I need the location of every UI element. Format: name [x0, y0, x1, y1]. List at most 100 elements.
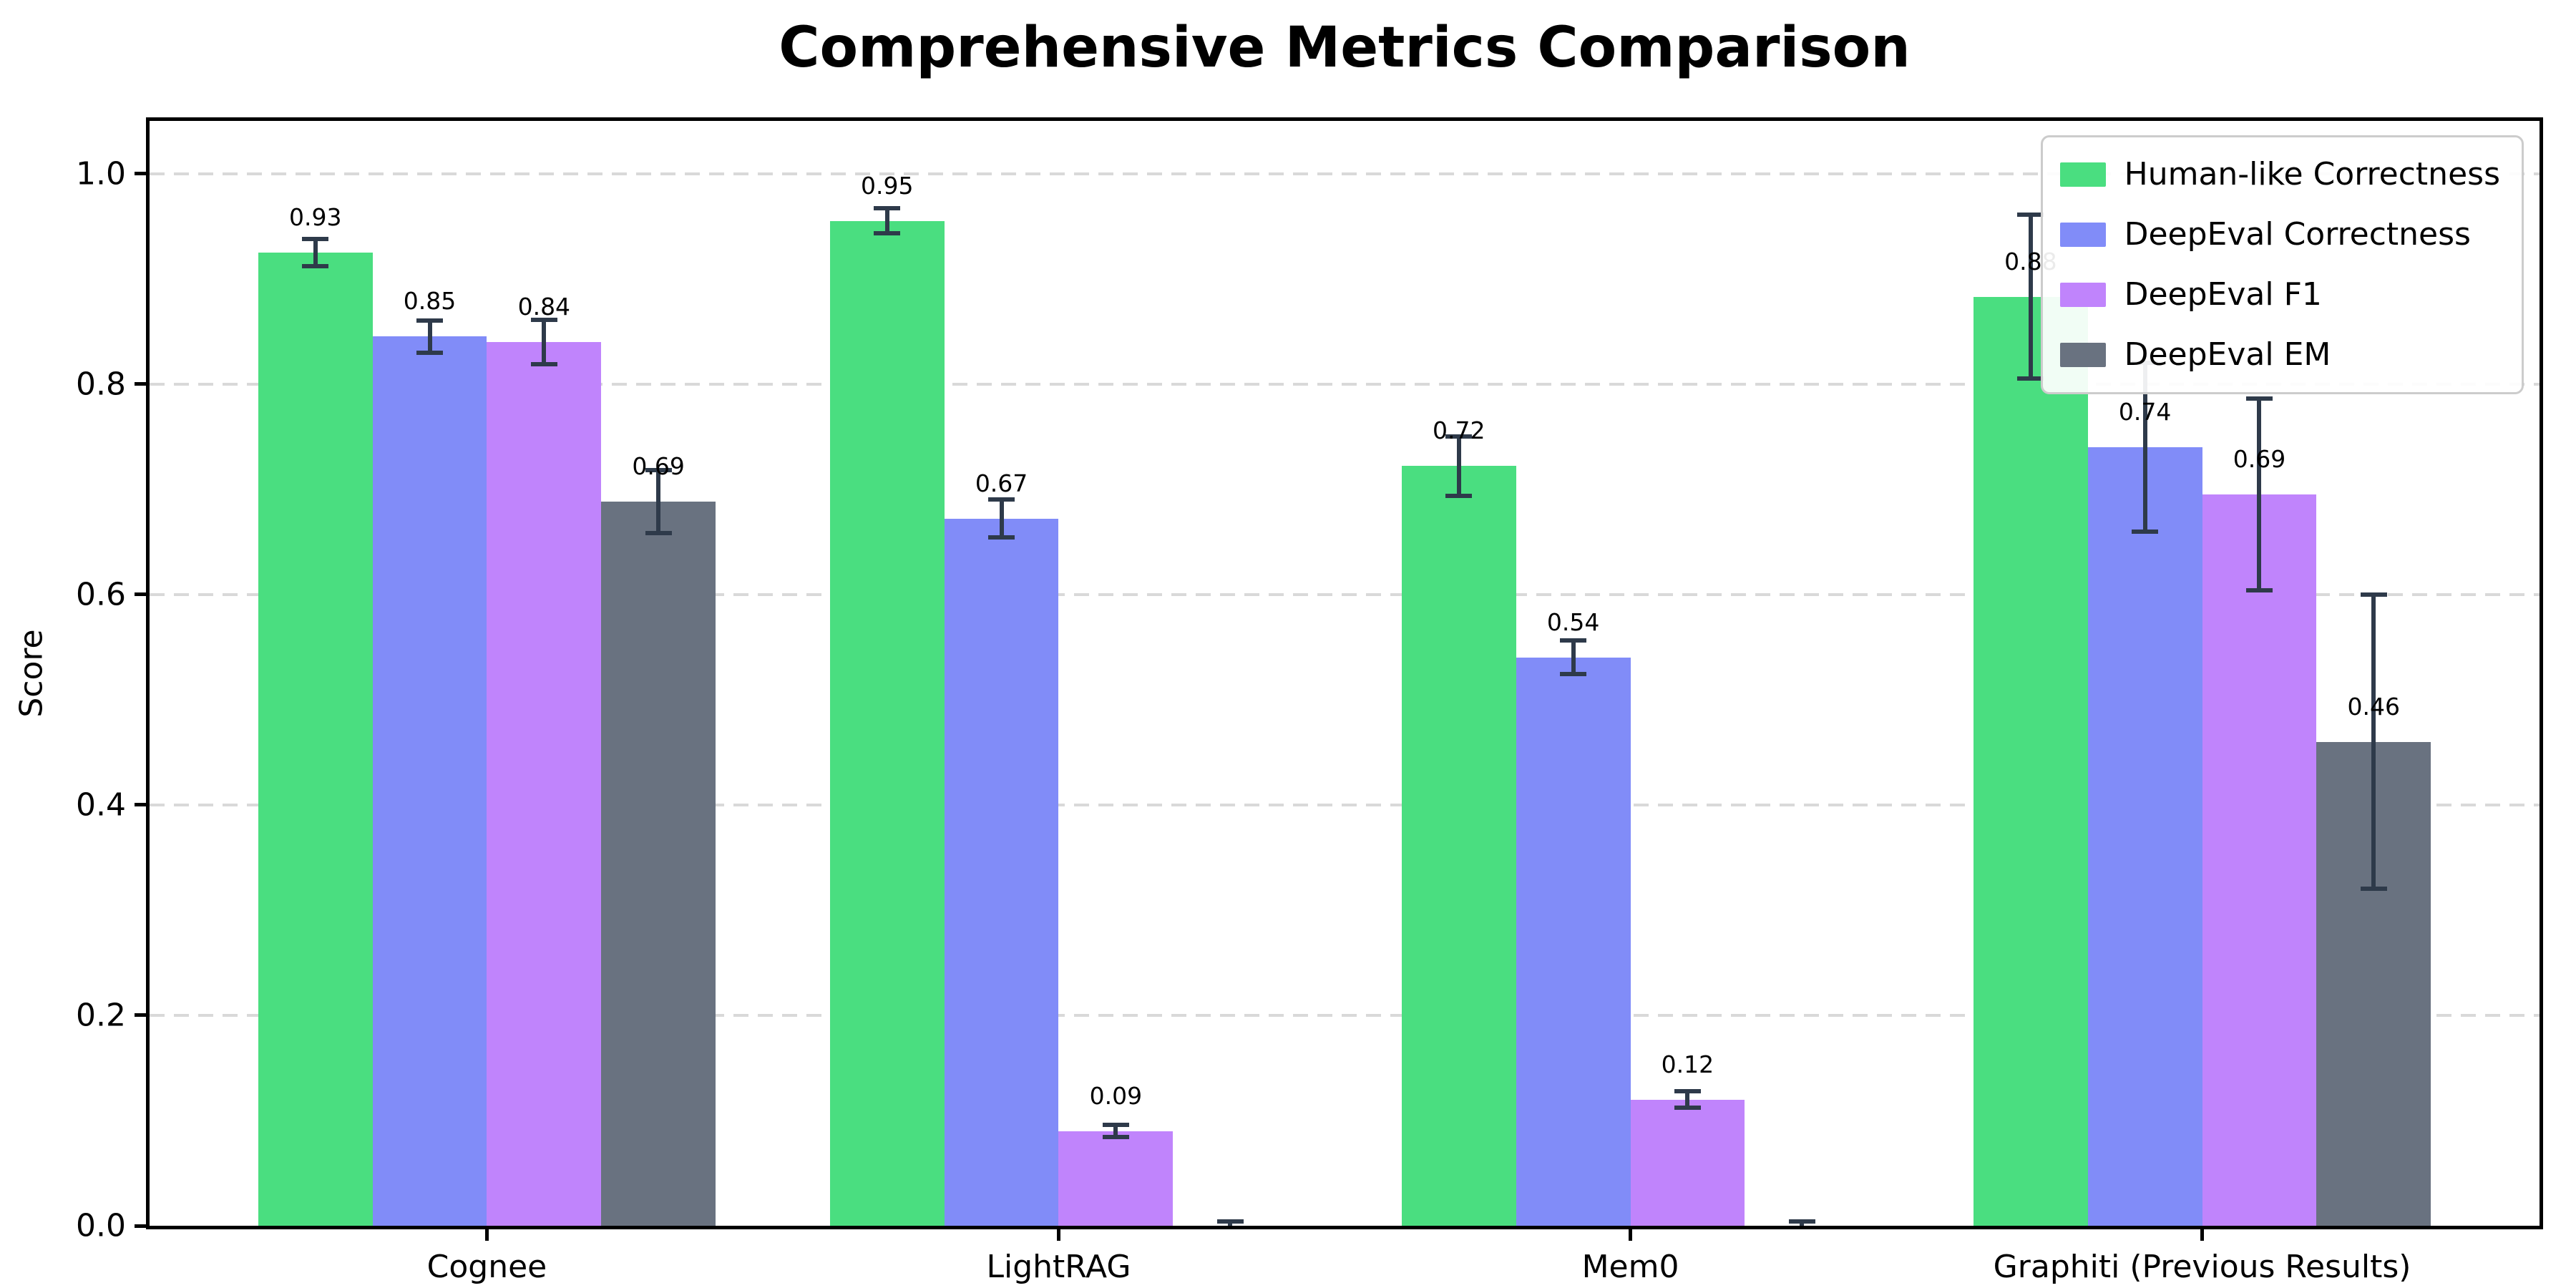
error-bar-cap	[1789, 1228, 1815, 1229]
x-tick-mark	[1629, 1229, 1633, 1241]
error-bar-line	[1685, 1091, 1690, 1108]
bar-value-label: 0.84	[517, 292, 571, 321]
legend-label: Human-like Correctness	[2124, 156, 2500, 192]
x-tick-label: Cognee	[426, 1249, 547, 1285]
error-bar-cap	[416, 318, 444, 323]
error-bar-cap	[1674, 1088, 1701, 1093]
error-bar-cap	[988, 535, 1015, 540]
error-bar-cap	[302, 236, 329, 241]
error-bar-cap	[416, 350, 444, 355]
bar	[944, 518, 1059, 1226]
x-tick-mark	[1056, 1229, 1060, 1241]
gridline	[150, 592, 2540, 596]
error-bar-line	[2028, 214, 2033, 379]
bar-value-label: 0.93	[288, 203, 342, 231]
error-bar-line	[2257, 399, 2262, 590]
bar	[1516, 657, 1631, 1226]
gridline	[150, 1013, 2540, 1017]
bar-value-label: 0.54	[1546, 608, 1600, 636]
y-tick-mark	[135, 592, 146, 597]
bar-value-label: 0.95	[861, 171, 914, 200]
legend-item: DeepEval F1	[2059, 272, 2500, 318]
error-bar-line	[1571, 640, 1576, 675]
y-tick-label: 1.0	[76, 155, 126, 192]
y-tick-label: 0.2	[76, 997, 126, 1034]
x-tick-label: LightRAG	[986, 1249, 1131, 1285]
legend-swatch	[2059, 162, 2106, 187]
y-tick-mark	[135, 382, 146, 386]
error-bar-cap	[530, 317, 557, 322]
bar	[601, 502, 716, 1226]
y-tick-label: 0.0	[76, 1207, 126, 1244]
error-bar-cap	[2245, 587, 2273, 592]
y-tick-label: 0.8	[76, 366, 126, 403]
error-bar-line	[313, 238, 318, 266]
error-bar-cap	[2360, 887, 2387, 892]
bar-value-label: 0.85	[403, 287, 457, 316]
error-bar-cap	[2245, 396, 2273, 401]
gridline	[150, 382, 2540, 386]
error-bar-cap	[1560, 672, 1587, 677]
error-bar-line	[999, 499, 1004, 538]
bar	[1401, 466, 1516, 1226]
error-bar-line	[1456, 436, 1461, 496]
error-bar-cap	[2360, 592, 2387, 597]
error-bar-cap	[1216, 1219, 1244, 1224]
bar	[829, 220, 945, 1226]
error-bar-cap	[645, 468, 672, 473]
legend-swatch	[2059, 223, 2106, 247]
bar	[372, 336, 487, 1226]
y-axis-title: Score	[13, 629, 50, 718]
error-bar-line	[1113, 1124, 1118, 1138]
error-bar-line	[2142, 363, 2147, 532]
gridline	[150, 172, 2540, 175]
error-bar-cap	[874, 206, 901, 211]
error-bar-cap	[2132, 529, 2159, 534]
bar	[258, 252, 373, 1226]
error-bar-cap	[988, 497, 1015, 502]
bar-value-label: 0.67	[975, 469, 1028, 497]
error-bar-cap	[530, 361, 557, 366]
bar	[2202, 494, 2317, 1226]
error-bar-cap	[1445, 493, 1473, 498]
error-bar-cap	[1102, 1122, 1129, 1127]
y-tick-mark	[135, 1013, 146, 1018]
error-bar-cap	[1445, 434, 1473, 439]
error-bar-cap	[874, 231, 901, 236]
error-bar-cap	[645, 531, 672, 536]
bar	[2087, 447, 2202, 1226]
x-tick-mark	[484, 1229, 489, 1241]
error-bar-line	[2371, 594, 2376, 889]
error-bar-line	[427, 321, 432, 353]
y-tick-mark	[135, 803, 146, 807]
bar-value-label: 0.69	[632, 452, 685, 481]
bar-value-label: 0.72	[1433, 416, 1485, 445]
legend-swatch	[2059, 343, 2106, 367]
plot-area: Human-like Correctness DeepEval Correctne…	[146, 117, 2543, 1229]
error-bar-line	[884, 208, 889, 234]
error-bar-cap	[1674, 1106, 1701, 1111]
legend-item: DeepEval Correctness	[2059, 212, 2500, 258]
x-tick-label: Mem0	[1581, 1249, 1679, 1285]
error-bar-cap	[1788, 1219, 1815, 1224]
legend-label: DeepEval EM	[2124, 336, 2331, 373]
error-bar-line	[542, 319, 547, 364]
error-bar-cap	[1560, 638, 1587, 643]
error-bar-cap	[302, 263, 329, 268]
x-tick-label: Graphiti (Previous Results)	[1993, 1249, 2411, 1285]
bar	[1630, 1099, 1745, 1226]
chart-title: Comprehensive Metrics Comparison	[779, 16, 1911, 80]
error-bar-cap	[2017, 212, 2044, 217]
bar-value-label: 0.46	[2347, 692, 2400, 721]
error-bar-cap	[1217, 1228, 1244, 1229]
bar	[487, 341, 602, 1226]
x-tick-mark	[2200, 1229, 2205, 1241]
bar	[1058, 1131, 1174, 1226]
y-tick-label: 0.6	[76, 576, 126, 613]
legend-item: Human-like Correctness	[2059, 152, 2500, 197]
error-bar-cap	[1102, 1135, 1129, 1140]
gridline	[150, 803, 2540, 806]
legend-item: DeepEval EM	[2059, 332, 2500, 378]
error-bar-line	[656, 470, 661, 534]
